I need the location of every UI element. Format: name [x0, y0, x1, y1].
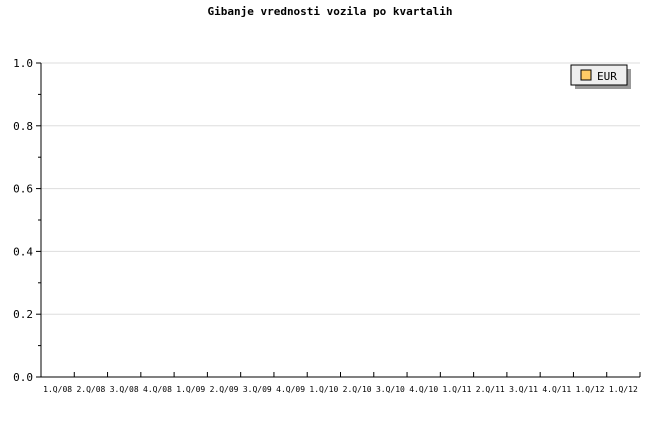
y-tick-label: 0.6 — [13, 183, 33, 196]
x-tick-label: 1.Q/09 — [176, 385, 205, 394]
y-tick-label: 0.2 — [13, 308, 33, 321]
y-tick-label: 0.8 — [13, 120, 33, 133]
y-tick-label: 0.0 — [13, 371, 33, 384]
x-tick-label: 3.Q/09 — [243, 385, 272, 394]
y-tick-label: 0.4 — [13, 245, 33, 258]
x-tick-label: 3.Q/11 — [509, 385, 538, 394]
x-tick-label: 2.Q/10 — [343, 385, 372, 394]
chart-title: Gibanje vrednosti vozila po kvartalih — [207, 5, 452, 18]
x-tick-label: 2.Q/11 — [476, 385, 505, 394]
x-tick-label: 1.Q/12 — [576, 385, 605, 394]
x-tick-label: 3.Q/10 — [376, 385, 405, 394]
legend-swatch — [580, 69, 592, 81]
x-tick-label: 1.Q/10 — [309, 385, 338, 394]
y-tick-label: 1.0 — [13, 57, 33, 70]
legend: EUR — [570, 64, 631, 89]
x-tick-label: 3.Q/08 — [110, 385, 139, 394]
x-tick-label: 4.Q/11 — [542, 385, 571, 394]
x-tick-label: 2.Q/09 — [210, 385, 239, 394]
x-tick-label: 4.Q/10 — [409, 385, 438, 394]
x-tick-label: 1.Q/08 — [43, 385, 72, 394]
x-tick-label: 1.Q/11 — [443, 385, 472, 394]
x-tick-label: 4.Q/08 — [143, 385, 172, 394]
x-tick-label: 4.Q/09 — [276, 385, 305, 394]
legend-label: EUR — [597, 70, 617, 83]
x-tick-label: 1.Q/12 — [609, 385, 638, 394]
x-tick-label: 2.Q/08 — [76, 385, 105, 394]
